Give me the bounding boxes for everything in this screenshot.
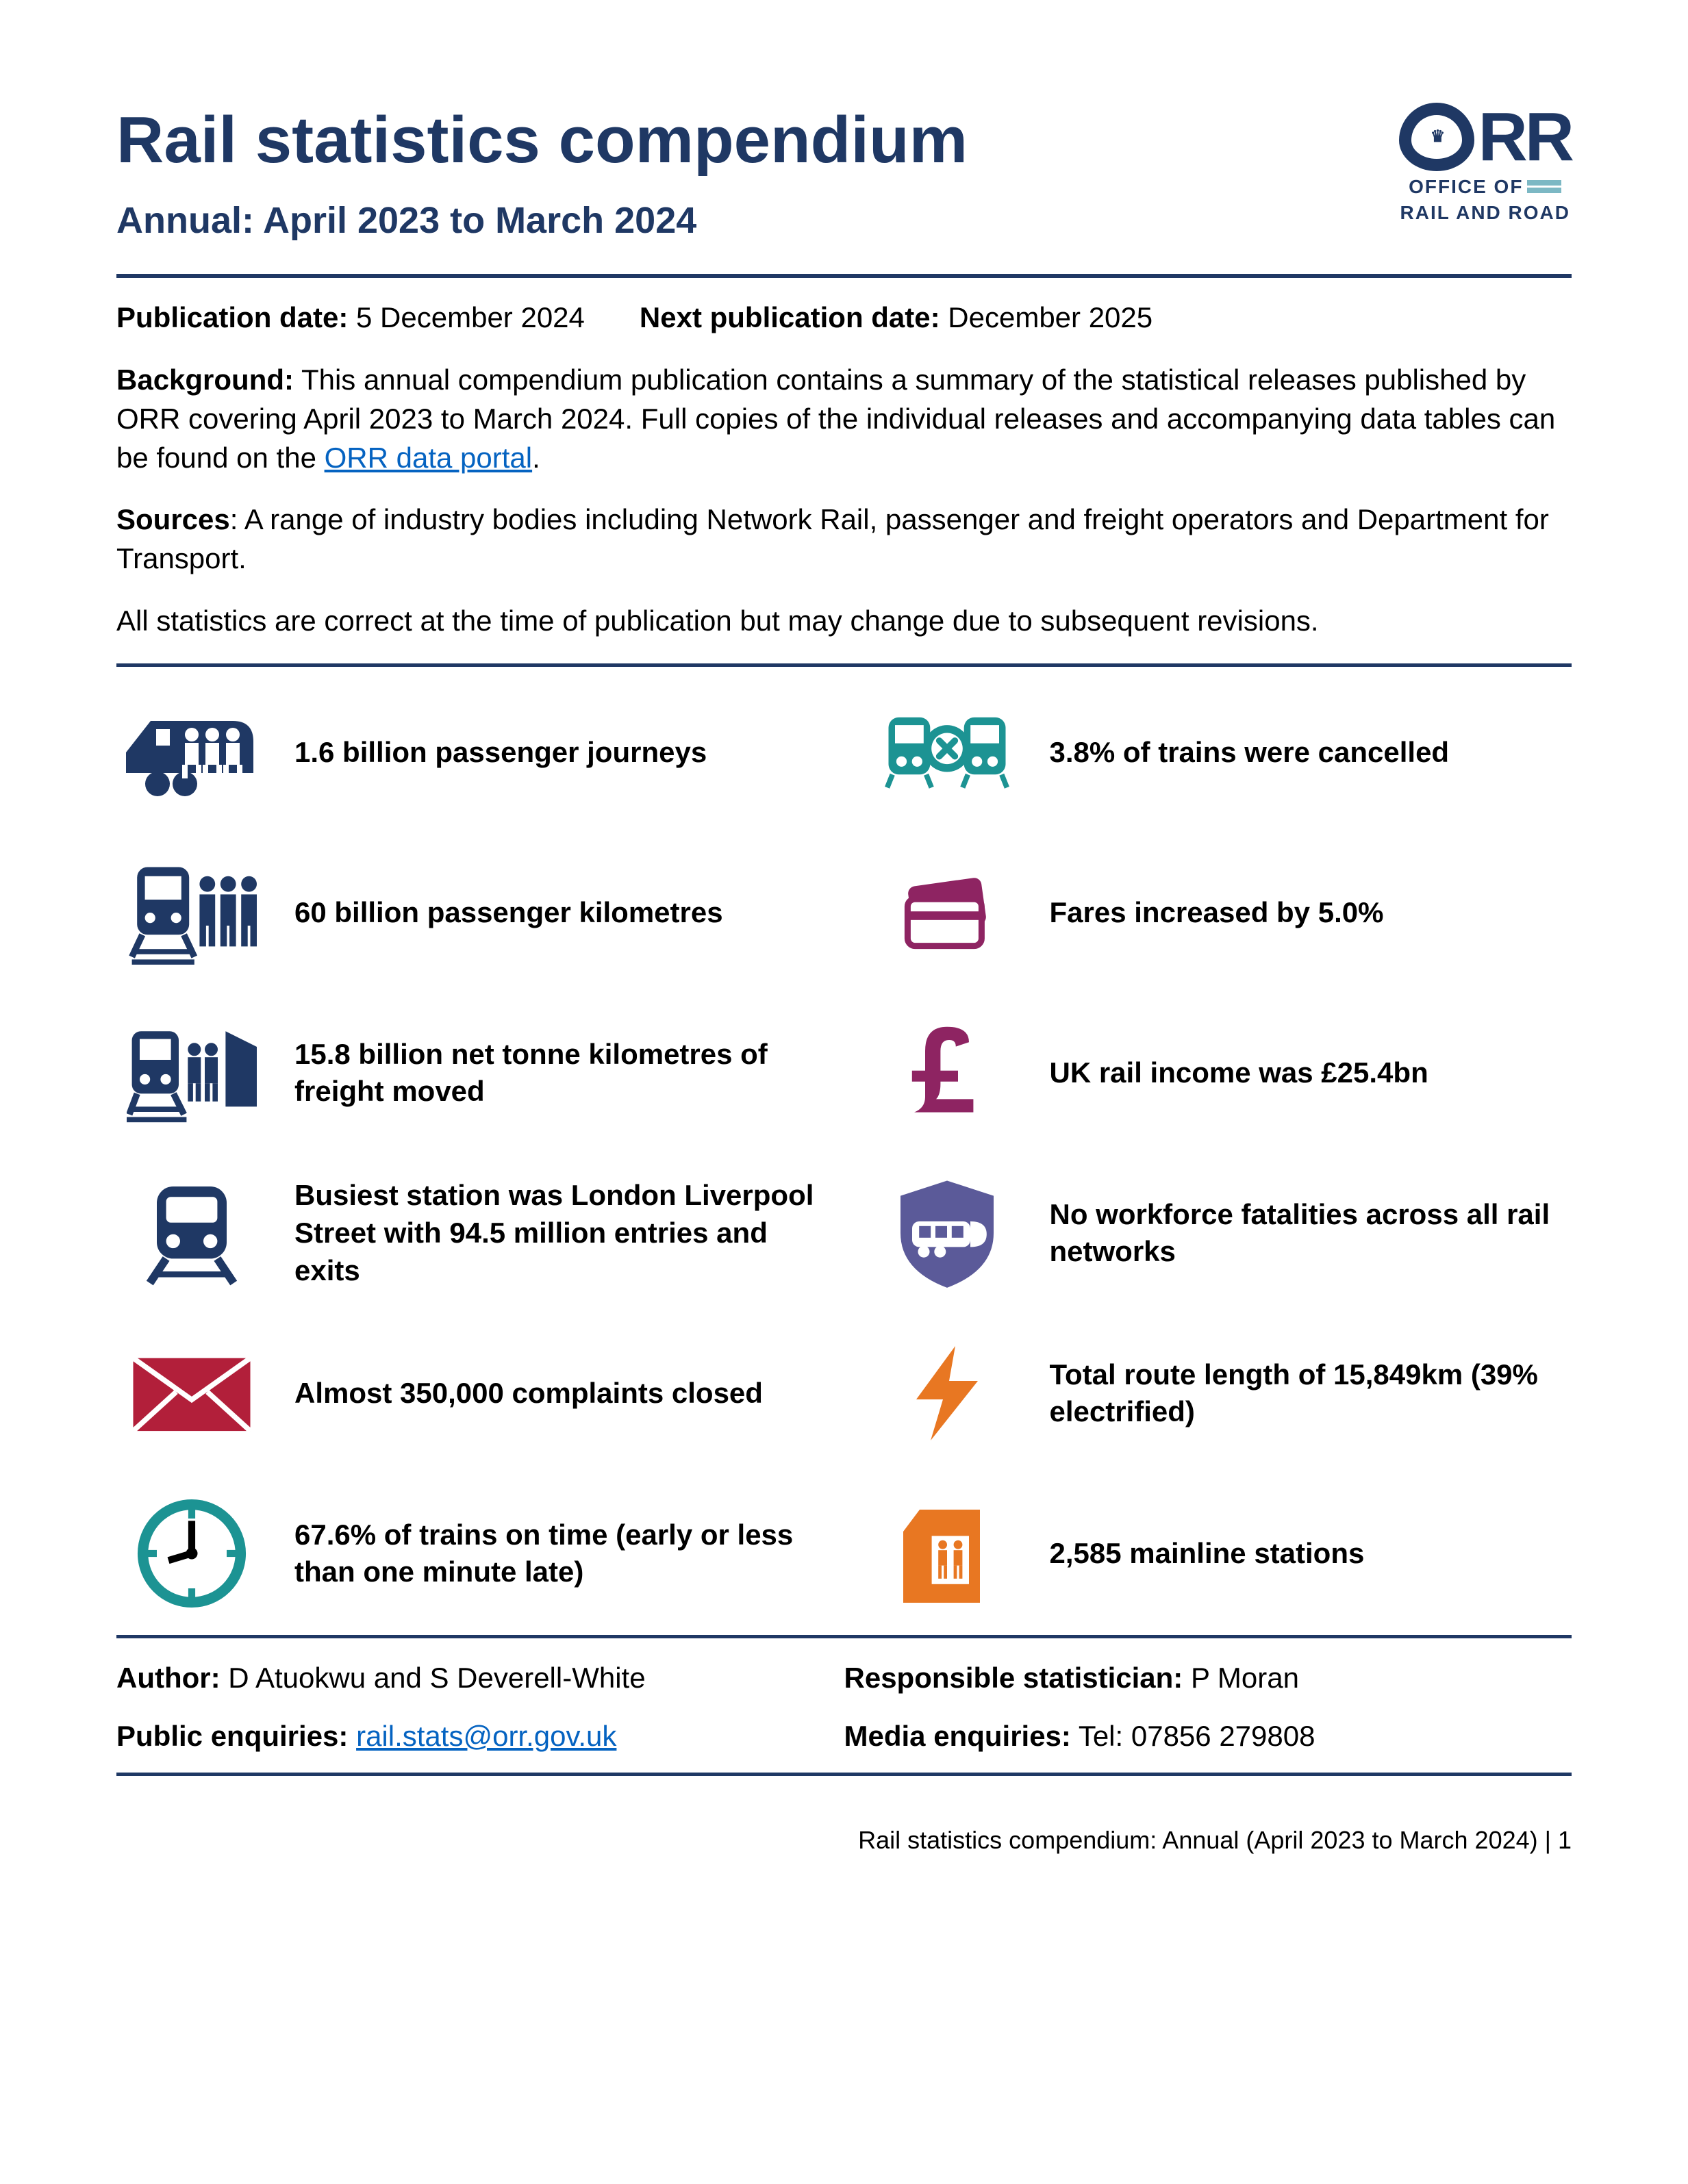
stat-fares: Fares increased by 5.0% (872, 848, 1572, 978)
train-front-icon (116, 1168, 267, 1298)
pound-icon (872, 1008, 1022, 1138)
next-pub-label: Next publication date: (640, 301, 940, 333)
stat-text: 15.8 billion net tonne kilometres of fre… (294, 1036, 817, 1110)
stat-text: UK rail income was £25.4bn (1050, 1054, 1428, 1092)
background-text-2: . (532, 442, 540, 474)
orr-logo-line1-text: OFFICE OF (1409, 174, 1523, 200)
tickets-icon (872, 848, 1022, 978)
stat-text: 67.6% of trains on time (early or less t… (294, 1516, 817, 1591)
media-enq-value: Tel: 07856 279808 (1079, 1720, 1315, 1752)
divider (116, 1635, 1572, 1638)
next-pub-value: December 2025 (948, 301, 1152, 333)
author-value: D Atuokwu and S Deverell-White (228, 1662, 645, 1694)
stat-cancelled: 3.8% of trains were cancelled (872, 687, 1572, 817)
stat-stations: 2,585 mainline stations (872, 1488, 1572, 1618)
pub-date-label: Publication date: (116, 301, 348, 333)
shield-train-icon (872, 1168, 1022, 1298)
train-passengers-icon (116, 687, 267, 817)
background-label: Background: (116, 364, 294, 396)
stat-text: Fares increased by 5.0% (1050, 894, 1384, 932)
orr-logo-mark: ♛RR (1399, 103, 1572, 171)
envelope-icon (116, 1328, 267, 1458)
pub-date-value: 5 December 2024 (356, 301, 585, 333)
stats-grid: 1.6 billion passenger journeys 3.8% of t… (116, 687, 1572, 1618)
lightning-bolt-icon (872, 1328, 1022, 1458)
header: Rail statistics compendium Annual: April… (116, 96, 1572, 266)
title-block: Rail statistics compendium Annual: April… (116, 96, 968, 266)
responsible-statistician-row: Responsible statistician: P Moran (844, 1659, 1572, 1698)
divider (116, 1773, 1572, 1776)
media-enq-label: Media enquiries: (844, 1720, 1071, 1752)
stat-passenger-journeys: 1.6 billion passenger journeys (116, 687, 817, 817)
stat-passenger-km: 60 billion passenger kilometres (116, 848, 817, 978)
divider (116, 663, 1572, 667)
media-enquiries-row: Media enquiries: Tel: 07856 279808 (844, 1717, 1572, 1756)
stat-safety: No workforce fatalities across all rail … (872, 1168, 1572, 1298)
stat-text: 3.8% of trains were cancelled (1050, 734, 1450, 772)
resp-stat-value: P Moran (1191, 1662, 1299, 1694)
stat-text: 1.6 billion passenger journeys (294, 734, 707, 772)
stat-text: 60 billion passenger kilometres (294, 894, 723, 932)
orr-logo-line1: OFFICE OF (1399, 174, 1572, 200)
stat-income: UK rail income was £25.4bn (872, 1008, 1572, 1138)
stat-route-length: Total route length of 15,849km (39% elec… (872, 1328, 1572, 1458)
author-label: Author: (116, 1662, 221, 1694)
disclaimer-para: All statistics are correct at the time o… (116, 602, 1572, 641)
sources-para: Sources: A range of industry bodies incl… (116, 500, 1572, 578)
publication-date: Publication date: 5 December 2024 (116, 299, 585, 338)
stat-complaints: Almost 350,000 complaints closed (116, 1328, 817, 1458)
train-cancelled-icon (872, 687, 1022, 817)
page-title: Rail statistics compendium (116, 96, 968, 185)
page-footer: Rail statistics compendium: Annual (Apri… (116, 1824, 1572, 1857)
page-subtitle: Annual: April 2023 to March 2024 (116, 196, 968, 246)
stat-on-time: 67.6% of trains on time (early or less t… (116, 1488, 817, 1618)
author-row: Author: D Atuokwu and S Deverell-White (116, 1659, 844, 1698)
orr-logo: ♛RR OFFICE OF RAIL AND ROAD (1399, 103, 1572, 226)
orr-logo-o-icon: ♛ (1399, 103, 1474, 171)
sources-text: : A range of industry bodies including N… (116, 503, 1549, 574)
public-enquiries-email-link[interactable]: rail.stats@orr.gov.uk (356, 1720, 616, 1752)
publication-meta: Publication date: 5 December 2024 Next p… (116, 299, 1572, 338)
station-door-icon (872, 1488, 1022, 1618)
stat-text: Almost 350,000 complaints closed (294, 1375, 763, 1412)
next-publication-date: Next publication date: December 2025 (640, 299, 1152, 338)
footer-credits: Author: D Atuokwu and S Deverell-White R… (116, 1659, 1572, 1755)
stat-freight: 15.8 billion net tonne kilometres of fre… (116, 1008, 817, 1138)
orr-logo-line2: RAIL AND ROAD (1399, 200, 1572, 226)
train-people-icon (116, 848, 267, 978)
stat-text: 2,585 mainline stations (1050, 1535, 1365, 1573)
divider (116, 274, 1572, 278)
stat-text: Busiest station was London Liverpool Str… (294, 1177, 817, 1289)
stat-busiest-station: Busiest station was London Liverpool Str… (116, 1168, 817, 1298)
resp-stat-label: Responsible statistician: (844, 1662, 1183, 1694)
background-para: Background: This annual compendium publi… (116, 361, 1572, 477)
stat-text: No workforce fatalities across all rail … (1050, 1196, 1572, 1271)
freight-icon (116, 1008, 267, 1138)
stat-text: Total route length of 15,849km (39% elec… (1050, 1356, 1572, 1431)
orr-logo-bars-icon (1527, 178, 1561, 195)
sources-label: Sources (116, 503, 230, 535)
public-enquiries-row: Public enquiries: rail.stats@orr.gov.uk (116, 1717, 844, 1756)
clock-icon (116, 1488, 267, 1618)
public-enq-label: Public enquiries: (116, 1720, 348, 1752)
orr-data-portal-link[interactable]: ORR data portal (325, 442, 532, 474)
